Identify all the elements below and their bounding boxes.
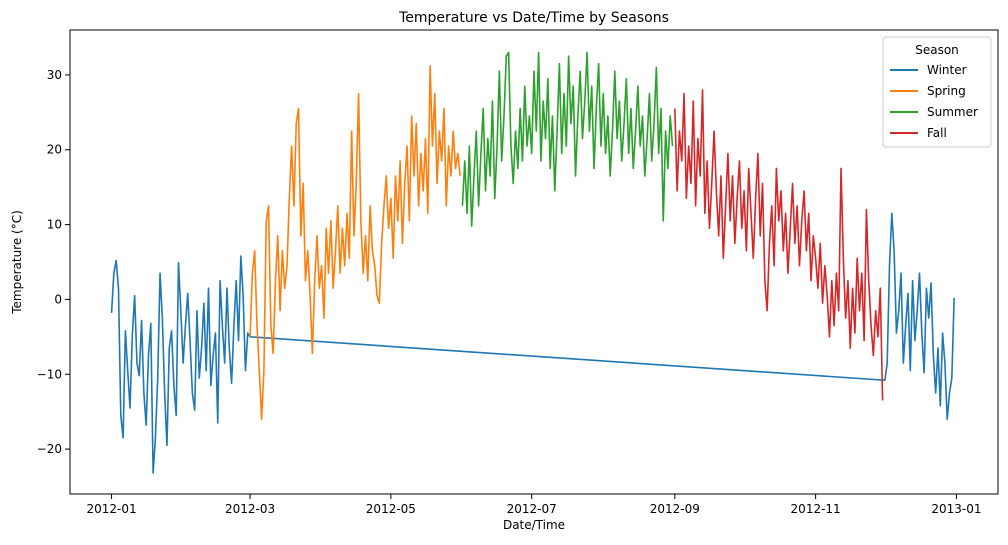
series-line-spring: [249, 65, 461, 420]
y-axis-title: Temperature (°C): [10, 210, 24, 315]
legend-box: [882, 36, 992, 148]
x-tick-label: 2012-09: [650, 502, 700, 516]
x-tick-label: 2012-11: [791, 502, 841, 516]
legend-label-spring: Spring: [927, 84, 966, 98]
series-layer: [110, 51, 955, 474]
series-line-fall: [674, 89, 884, 401]
y-tick-label: 30: [47, 68, 62, 82]
legend-label-summer: Summer: [927, 105, 978, 119]
legend-label-winter: Winter: [927, 63, 967, 77]
legend-title: Season: [915, 43, 959, 57]
chart-title: Temperature vs Date/Time by Seasons: [398, 10, 669, 26]
legend-label-fall: Fall: [927, 126, 947, 140]
x-tick-label: 2012-01: [86, 502, 136, 516]
series-line-summer: [461, 51, 674, 227]
x-tick-label: 2013-01: [931, 502, 981, 516]
series-line-winter: [110, 212, 955, 474]
y-tick-label: 20: [47, 143, 62, 157]
x-axis: 2012-01 2012-03 2012-05 2012-07 2012-09 2012-…: [86, 494, 982, 516]
legend: Season Winter Spring Summer Fall: [882, 36, 992, 148]
y-tick-label: 0: [54, 292, 62, 306]
y-tick-label: −20: [37, 442, 62, 456]
plot-frame: [69, 29, 999, 495]
x-tick-label: 2012-03: [225, 502, 275, 516]
x-tick-label: 2012-05: [366, 502, 416, 516]
y-tick-label: 10: [47, 218, 62, 232]
x-tick-label: 2012-07: [507, 502, 557, 516]
x-axis-title: Date/Time: [503, 518, 565, 532]
y-axis: −20 −10 0 10 20 30: [37, 68, 70, 456]
y-tick-label: −10: [37, 367, 62, 381]
